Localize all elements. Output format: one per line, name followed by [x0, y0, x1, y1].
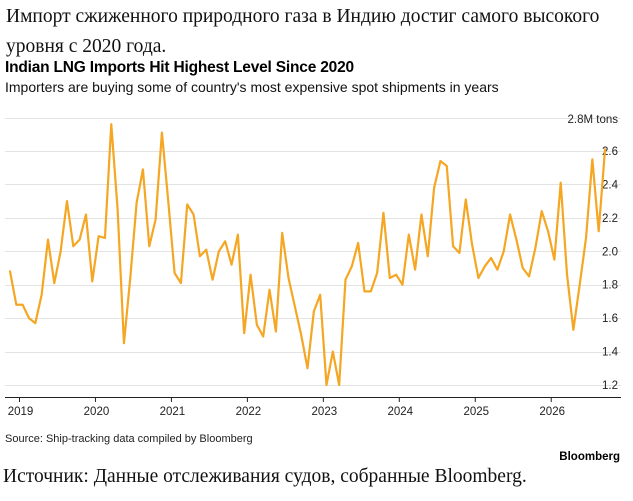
x-tick-label: 2025: [463, 406, 489, 418]
x-tick-label: 2023: [312, 406, 338, 418]
x-tick-label: 2022: [236, 406, 262, 418]
y-tick-label: 1.2: [602, 380, 618, 392]
y-tick-label: 1.4: [602, 347, 619, 359]
x-tick-label: 2020: [84, 406, 110, 418]
bloomberg-logo: Bloomberg: [559, 451, 620, 463]
y-tick-label: 1.6: [602, 313, 618, 325]
y-tick-label: 2.2: [602, 213, 618, 225]
line-chart: 1.21.41.61.82.02.22.42.6 2.8M tons 2019 2…: [5, 114, 621, 418]
x-tick-label: 2019: [8, 406, 34, 418]
translated-title: Импорт сжиженного природного газа в Инди…: [6, 6, 600, 57]
source-note: Source: Ship-tracking data compiled by B…: [5, 433, 253, 445]
translated-source-note: Источник: Данные отслеживания судов, соб…: [3, 466, 527, 487]
y-tick-label: 1.8: [602, 280, 618, 292]
y-axis-unit-label: 2.8M tons: [568, 114, 619, 126]
chart-title: Indian LNG Imports Hit Highest Level Sin…: [5, 59, 354, 76]
x-tick-label: 2021: [160, 406, 186, 418]
y-tick-label: 2.0: [602, 246, 618, 258]
series-line: [8, 123, 607, 387]
x-axis-labels: 2019 2020 2021 2022 2023 2024 2025 2026: [8, 406, 565, 418]
chart-subtitle: Importers are buying some of country's m…: [5, 79, 499, 95]
y-tick-label: 2.4: [602, 179, 619, 191]
x-axis-ticks: [18, 397, 552, 402]
x-tick-label: 2026: [539, 406, 565, 418]
series-layer: [8, 123, 607, 387]
x-tick-label: 2024: [387, 406, 413, 418]
y-axis-labels: 1.21.41.61.82.02.22.42.6: [602, 146, 619, 392]
